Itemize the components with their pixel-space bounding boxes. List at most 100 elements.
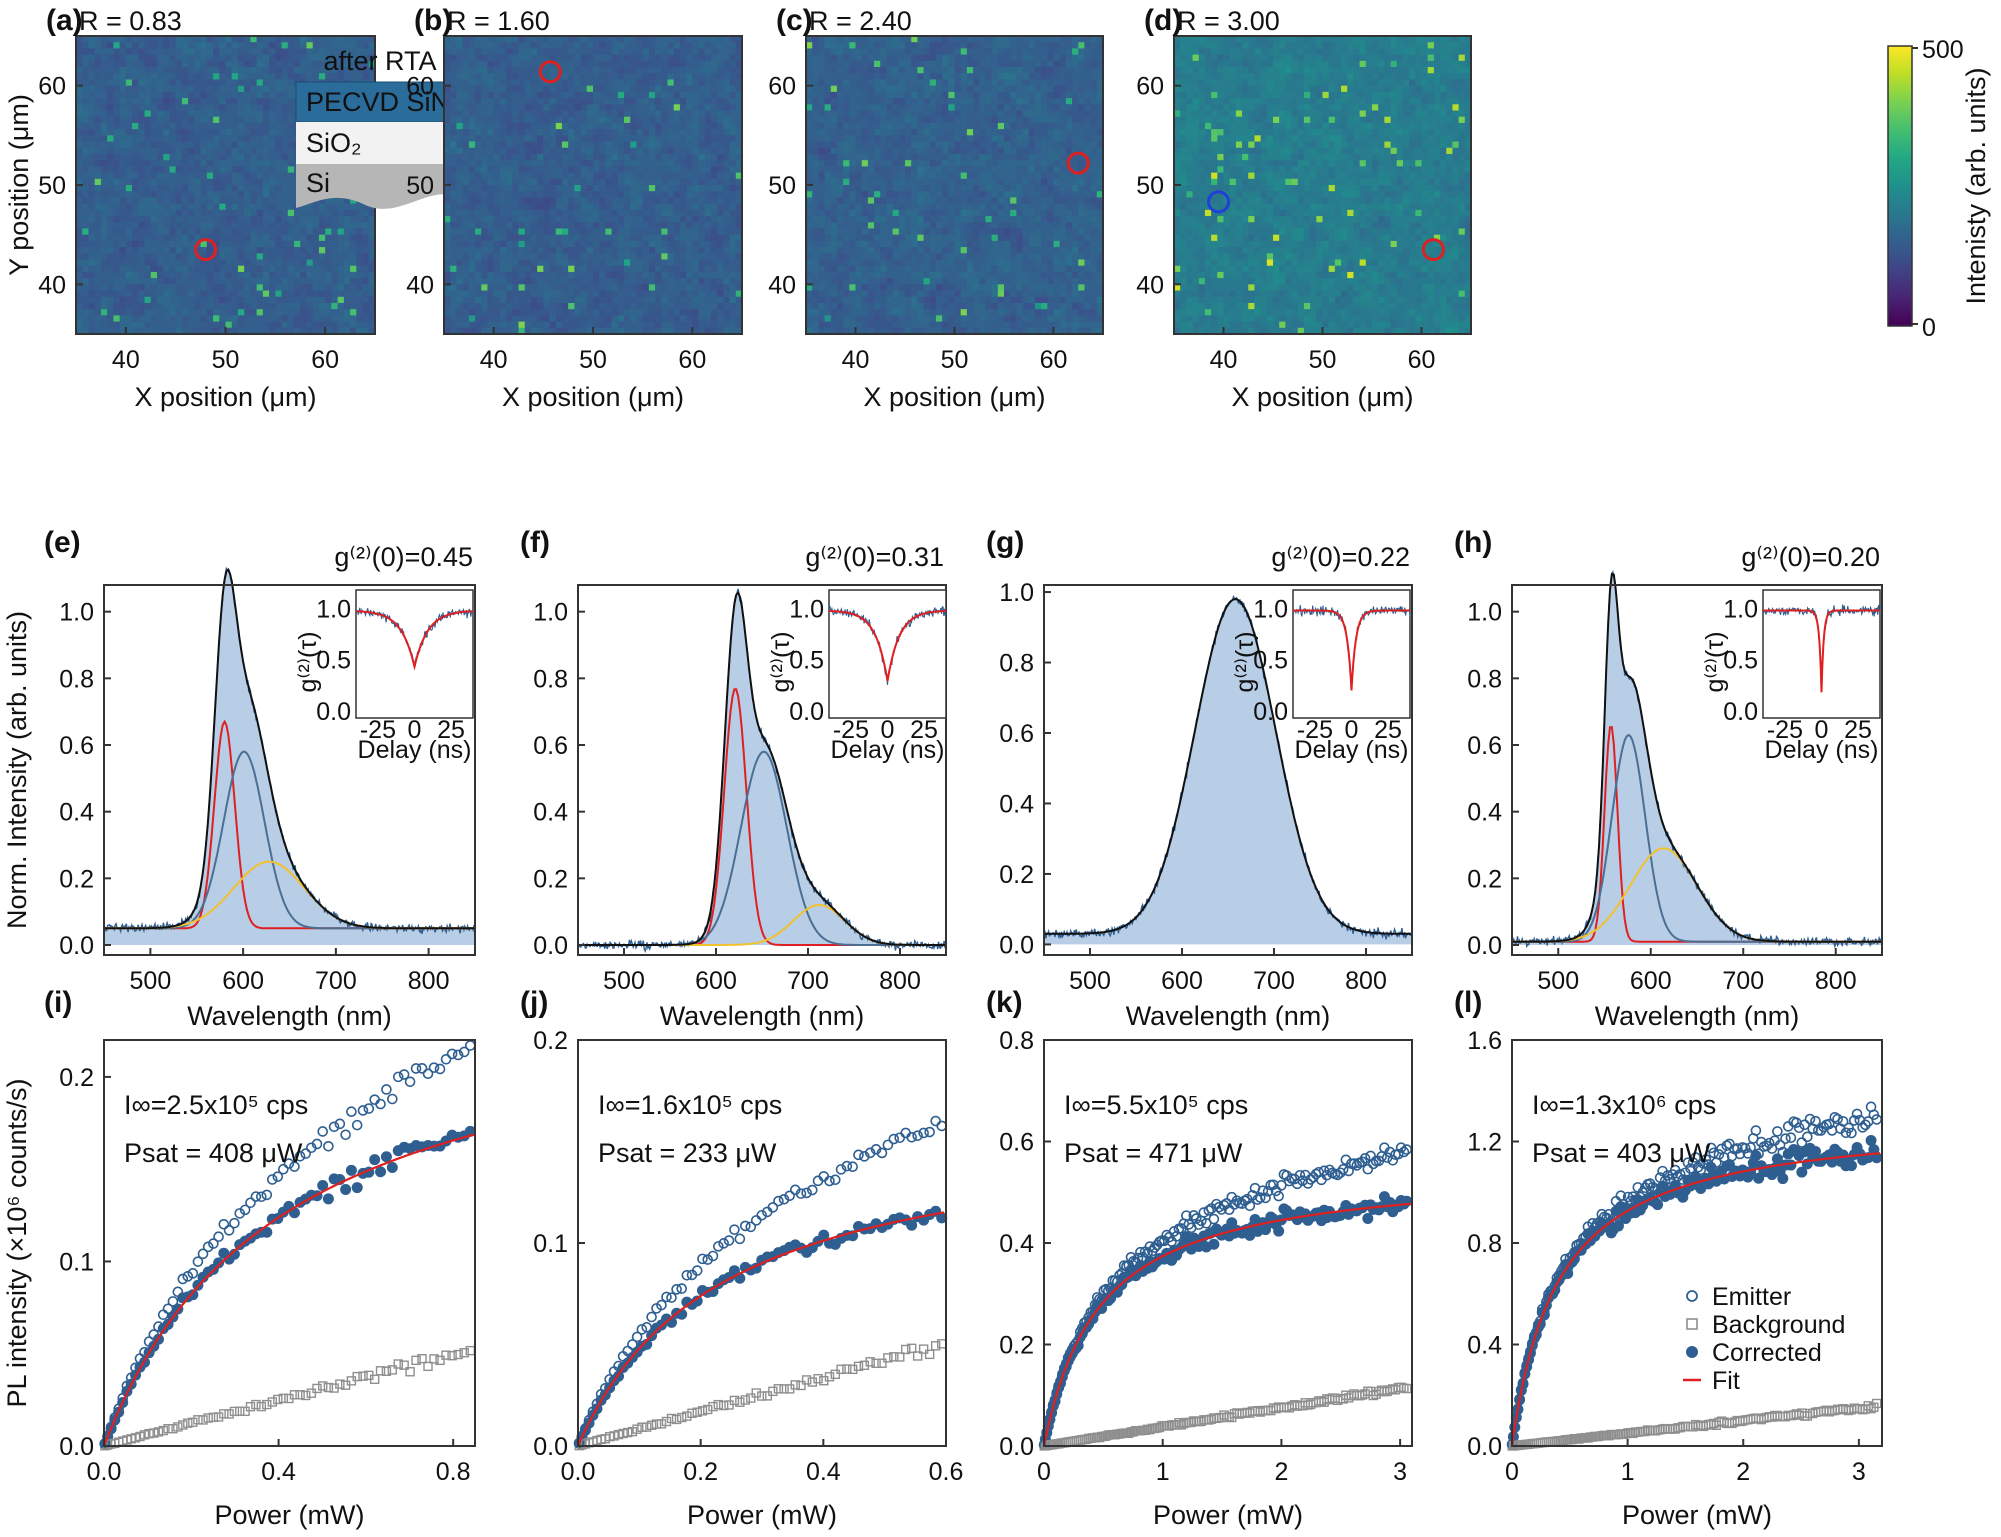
heatmap-cell [300, 203, 308, 211]
heatmap-cell [250, 42, 258, 50]
heatmap-cell [704, 203, 712, 211]
heatmap-cell [237, 54, 245, 62]
heatmap-cell [1072, 60, 1079, 68]
heatmap-cell [512, 129, 520, 136]
heatmap-cell [636, 265, 644, 273]
heatmap-cell [599, 309, 607, 316]
y-tick-label: 40 [38, 271, 66, 299]
heatmap-cell [150, 110, 158, 118]
heatmap-cell [100, 135, 108, 143]
heatmap-cell [524, 265, 532, 273]
heatmap-cell [250, 278, 258, 285]
heatmap-cell [163, 290, 171, 298]
heatmap-cell [150, 271, 158, 279]
heatmap-cell [262, 222, 270, 230]
heatmap-cell [874, 60, 881, 68]
heatmap-cell [194, 153, 202, 161]
heatmap-cell [617, 271, 625, 279]
heatmap-cell [561, 122, 569, 130]
heatmap-cell [100, 116, 108, 124]
heatmap-cell [350, 67, 357, 74]
heatmap-cell [481, 234, 489, 242]
heatmap-cell [113, 327, 121, 335]
heatmap-cell [561, 135, 569, 143]
heatmap-cell [574, 290, 582, 298]
heatmap-cell [275, 284, 283, 292]
heatmap-cell [231, 222, 239, 230]
heatmap-cell [125, 228, 133, 236]
heatmap-cell [256, 160, 264, 167]
panel-title: R = 0.83 [79, 6, 182, 36]
heatmap-cell [611, 129, 619, 136]
heatmap-cell [518, 73, 526, 81]
heatmap-cell [686, 178, 693, 186]
heatmap-cell [561, 327, 569, 335]
heatmap-cell [723, 129, 731, 136]
heatmap-cell [886, 36, 894, 43]
heatmap-cell [673, 110, 681, 118]
heatmap-cell [150, 315, 158, 323]
heatmap-cell [362, 73, 370, 81]
heatmap-cell [997, 60, 1005, 68]
heatmap-cell [686, 209, 693, 217]
heatmap-cell [499, 67, 507, 74]
heatmap-cell [156, 302, 164, 310]
heatmap-cell [605, 259, 613, 267]
heatmap-cell [456, 36, 464, 43]
heatmap-cell [599, 315, 607, 323]
heatmap-cell [537, 265, 544, 273]
heatmap-cell [306, 284, 314, 292]
heatmap-cell [617, 36, 625, 43]
heatmap-cell [580, 129, 588, 136]
heatmap-cell [636, 321, 644, 329]
heatmap-cell [555, 278, 563, 285]
heatmap-cell [444, 104, 451, 112]
heatmap-cell [499, 98, 507, 105]
heatmap-cell [543, 302, 551, 310]
heatmap-cell [735, 48, 743, 56]
heatmap-cell [679, 98, 687, 105]
heatmap-cell [337, 296, 345, 304]
heatmap-cell [325, 234, 332, 242]
heatmap-cell [175, 315, 183, 323]
heatmap-cell [163, 91, 171, 99]
heatmap-cell [200, 327, 208, 335]
heatmap-cell [611, 271, 619, 279]
heatmap-cell [593, 172, 600, 180]
heatmap-cell [686, 116, 693, 124]
heatmap-cell [973, 67, 980, 74]
heatmap-cell [219, 135, 227, 143]
heatmap-cell [337, 73, 345, 81]
heatmap-cell [188, 216, 195, 223]
heatmap-cell [107, 209, 114, 217]
heatmap-cell [287, 197, 295, 205]
heatmap-cell [331, 247, 339, 254]
heatmap-cell [100, 79, 108, 87]
heatmap-cell [524, 36, 532, 43]
heatmap-cell [113, 321, 121, 329]
heatmap-cell [175, 271, 183, 279]
heatmap-cell [275, 302, 283, 310]
heatmap-cell [262, 253, 270, 261]
heatmap-cell [530, 178, 538, 186]
heatmap-cell [287, 228, 295, 236]
heatmap-cell [1004, 42, 1011, 50]
heatmap-cell [231, 271, 239, 279]
heatmap-cell [960, 48, 968, 56]
heatmap-cell [729, 296, 737, 304]
heatmap-cell [568, 240, 575, 248]
heatmap-cell [113, 98, 121, 105]
heatmap-cell [717, 36, 724, 43]
heatmap-cell [76, 48, 83, 56]
heatmap-cell [493, 79, 501, 87]
heatmap-cell [905, 42, 912, 50]
heatmap-cell [667, 178, 675, 186]
heatmap-cell [549, 141, 557, 149]
heatmap-cell [692, 48, 700, 56]
heatmap-cell [275, 98, 283, 105]
heatmap-cell [568, 209, 575, 217]
heatmap-cell [331, 259, 339, 267]
heatmap-cell [444, 191, 451, 199]
heatmap-cell [113, 222, 121, 230]
heatmap-cell [312, 327, 320, 335]
